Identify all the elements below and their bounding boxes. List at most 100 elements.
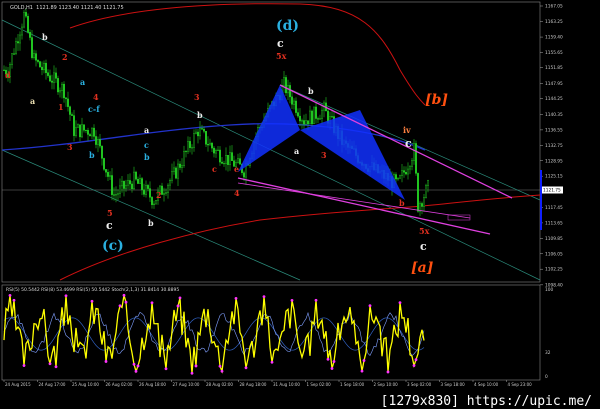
candle-body [35,53,38,61]
channel-lower-magenta [237,177,491,235]
candle-body [311,110,314,125]
candle-body [293,100,296,105]
candle-body [140,178,143,191]
candle-body [192,133,195,148]
x-tick-label: 2 Sep 10:00 [374,382,399,387]
candle-body [23,12,26,28]
candle-body [82,124,85,131]
wave-label: 5 [107,208,113,218]
candle-body [160,185,163,195]
osc-extreme-dot [104,360,108,363]
candle-body [144,185,147,195]
y-tick-label: 1109.85 [545,236,563,242]
y-tick-label: 1136.55 [545,127,563,133]
candle-body [194,131,197,134]
candle-body [138,178,141,184]
wave-label: 4 [234,188,240,198]
candle-body [148,188,151,198]
candle-body [110,175,113,195]
candle-body [208,142,211,146]
wave-label: [b] [425,92,448,108]
osc-extreme-dot [22,364,26,367]
candle-body [180,165,183,168]
candle-body [174,167,177,179]
candle-body [313,106,316,125]
candle-body [63,83,66,99]
candle-body [307,120,310,125]
wave-label: b [308,86,314,96]
wave-label: 5x [276,51,287,61]
candle-body [152,203,155,205]
candle-body [222,163,225,165]
candle-body [14,41,17,54]
candle-body [66,98,69,107]
wave-label: 3 [67,142,73,152]
candle-body [3,69,6,71]
candle-body [176,163,179,179]
x-tick-label: 28 Aug 02:00 [206,382,233,387]
candle-body [283,77,286,86]
candle-body [319,118,322,120]
osc-extreme-dot [414,358,418,362]
candle-body [299,115,302,122]
candle-body [285,77,288,94]
osc-tick-label: 0 [545,374,548,380]
osc-extreme-dot [64,294,68,298]
candle-body [230,152,233,161]
y-tick-label: 1147.95 [545,81,563,87]
candle-body [126,180,129,186]
candle-body [401,170,404,176]
candle-body [409,166,412,170]
candle-body [25,12,28,17]
wave-label: 3 [321,150,327,160]
osc-extreme-dot [386,370,390,374]
candle-body [55,72,58,79]
candle-body [128,180,131,185]
osc-line-main [3,295,425,374]
candle-body [238,158,241,165]
osc-extreme-dot [136,364,140,368]
channel-upper-magenta [279,84,513,199]
candle-body [397,177,400,180]
wave-label: 4 [93,92,99,102]
candle-body [417,173,420,212]
osc-extreme-dot [362,359,366,362]
candle-body [425,185,428,198]
x-tick-label: 4 Sep 10:00 [474,382,499,387]
candle-body [182,151,185,166]
wave-label: a [144,125,149,135]
wave-label: 1 [58,102,64,112]
candle-body [289,85,292,98]
channel-lower-2 [237,182,471,219]
wave-label: [a] [411,260,434,276]
candle-body [220,161,223,164]
osc-extreme-dot [314,298,318,302]
candle-body [19,34,22,44]
candle-body [206,144,209,146]
candle-body [423,197,426,207]
x-tick-label: 1 Sep 18:00 [340,382,365,387]
osc-extreme-dot [118,304,122,308]
y-tick-label: 1159.40 [545,35,563,41]
candle-body [70,114,73,116]
y-tick-label: 1163.25 [545,19,563,25]
candle-body [86,130,89,135]
candle-body [49,75,52,82]
wave-label: iv [403,125,411,135]
x-tick-label: 28 Aug 18:00 [240,382,267,387]
y-tick-label: 1140.35 [545,112,563,118]
candle-body [291,96,294,105]
ohlc-label: 1121.89 1123.40 1121.40 1121.75 [36,5,124,11]
wave-label: 3 [194,92,200,102]
osc-extreme-dot [360,369,364,373]
osc-extreme-dot [48,362,52,366]
y-tick-label: 1151.85 [545,65,563,71]
y-tick-label: 1125.15 [545,174,563,180]
candle-body [226,154,229,165]
y-tick-label: 1167.05 [545,4,563,10]
candle-body [407,168,410,175]
wave-label: d [5,70,11,80]
candle-body [12,53,15,55]
candle-body [114,194,117,196]
x-tick-label: 27 Aug 10:00 [173,382,200,387]
